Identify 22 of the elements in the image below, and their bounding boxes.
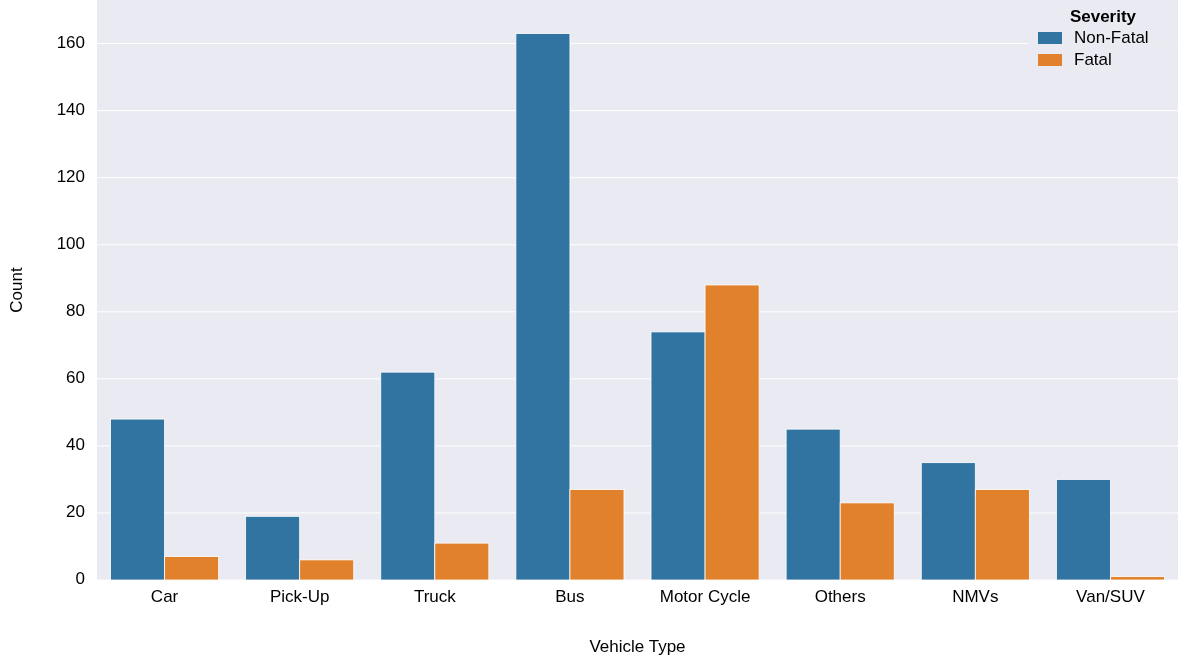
y-tick-label: 40 xyxy=(66,435,85,455)
y-tick-label: 120 xyxy=(56,167,85,187)
legend-label: Fatal xyxy=(1074,50,1112,69)
x-tick-label: Pick-Up xyxy=(269,587,330,606)
x-tick-label: Truck xyxy=(413,587,457,606)
y-tick-label: 80 xyxy=(66,301,85,321)
x-tick-label: Bus xyxy=(555,587,585,606)
x-tick-label: NMVs xyxy=(952,587,999,606)
x-axis-title: Vehicle Type xyxy=(589,637,686,656)
x-tick-label: Van/SUV xyxy=(1076,587,1146,606)
y-tick-label: 20 xyxy=(66,502,85,522)
x-tick-label: Motor Cycle xyxy=(659,587,751,606)
y-tick-label: 60 xyxy=(66,368,85,388)
y-tick-label: 160 xyxy=(56,33,85,53)
legend-label: Non-Fatal xyxy=(1074,28,1149,47)
y-tick-label: 140 xyxy=(56,100,85,120)
y-axis-title: Count xyxy=(7,267,26,313)
legend-title: Severity xyxy=(1069,7,1137,26)
y-tick-label: 100 xyxy=(56,234,85,254)
x-tick-label: Car xyxy=(150,587,179,606)
x-tick-label: Others xyxy=(814,587,866,606)
y-tick-label: 0 xyxy=(75,569,85,589)
